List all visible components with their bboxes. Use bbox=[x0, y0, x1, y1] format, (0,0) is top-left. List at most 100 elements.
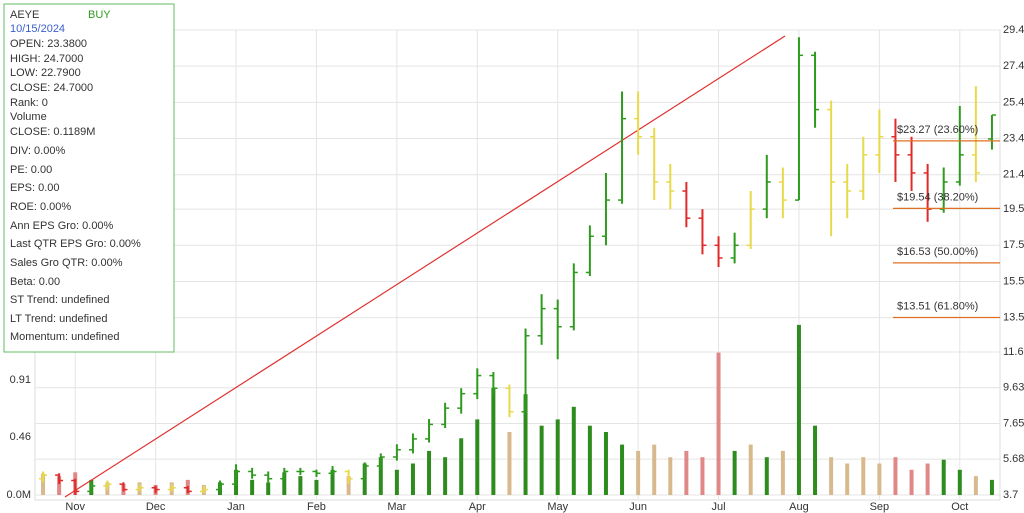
volume-bar bbox=[330, 469, 335, 495]
volume-bar bbox=[636, 450, 641, 495]
y-tick-label: 17.5 bbox=[1003, 239, 1024, 251]
x-tick-label: May bbox=[547, 501, 568, 513]
volume-bar bbox=[796, 324, 801, 495]
volume-layer bbox=[41, 324, 994, 495]
y-tick-label: 19.5 bbox=[1003, 203, 1024, 215]
y-tick-label: 11.6 bbox=[1003, 346, 1024, 358]
volume-bar bbox=[314, 479, 319, 495]
x-tick-label: Jun bbox=[629, 501, 647, 513]
axes-layer: 29.4 27.4 25.4 23.4 21.4 19.5 17.5 15.5 13.5 11.6… bbox=[7, 24, 1024, 513]
info-line: ST Trend: undefined bbox=[10, 294, 109, 306]
info-line: EPS: 0.00 bbox=[10, 182, 60, 194]
y-tick-label: 25.4 bbox=[1003, 96, 1024, 108]
info-text: AEYE BUY 10/15/2024 OPEN: 23.3800 HIGH: 24.7… bbox=[10, 9, 141, 343]
volume-bar bbox=[973, 476, 978, 495]
volume-bar bbox=[427, 450, 432, 495]
x-tick-label: Feb bbox=[307, 501, 326, 513]
info-line: LT Trend: undefined bbox=[10, 313, 107, 325]
volume-bar bbox=[684, 450, 689, 495]
info-line: Momentum: undefined bbox=[10, 331, 119, 343]
volume-bar bbox=[346, 476, 351, 495]
volume-bar bbox=[652, 444, 657, 495]
volume-bar bbox=[378, 457, 383, 495]
volume-bar bbox=[620, 444, 625, 495]
info-line: Ann EPS Gro: 0.00% bbox=[10, 220, 114, 232]
info-line: AEYE bbox=[10, 9, 39, 21]
volume-bar bbox=[780, 450, 785, 495]
fib-label: $16.53 (50.00%) bbox=[897, 246, 978, 258]
volume-bar bbox=[716, 352, 721, 495]
x-tick-label: Dec bbox=[146, 501, 166, 513]
y-tick-label: 13.5 bbox=[1003, 312, 1024, 324]
y-tick-label: 21.4 bbox=[1003, 169, 1024, 181]
y-tick-label: 7.65 bbox=[1003, 417, 1024, 429]
x-tick-label: Oct bbox=[951, 501, 968, 513]
grid bbox=[35, 29, 1000, 500]
info-line: CLOSE: 0.1189M bbox=[10, 126, 95, 138]
y-tick-label: 27.4 bbox=[1003, 60, 1024, 72]
volume-bar bbox=[603, 431, 608, 495]
info-line: BUY bbox=[88, 9, 111, 21]
fib-label: $19.54 (38.20%) bbox=[897, 191, 978, 203]
volume-bar bbox=[587, 425, 592, 495]
volume-bar bbox=[668, 457, 673, 495]
y-tick-label: 15.5 bbox=[1003, 275, 1024, 287]
y-tick-label: 5.68 bbox=[1003, 453, 1024, 465]
info-box bbox=[3, 3, 175, 353]
info-line: ROE: 0.00% bbox=[10, 201, 71, 213]
volume-bar bbox=[394, 469, 399, 495]
info-line: Beta: 0.00 bbox=[10, 276, 60, 288]
volume-bar bbox=[925, 463, 930, 495]
volume-bar bbox=[539, 425, 544, 495]
x-tick-label: Nov bbox=[65, 501, 85, 513]
plot-frame bbox=[34, 29, 1001, 501]
volume-bar bbox=[57, 476, 62, 495]
volume-tick-label: 0.0M bbox=[7, 489, 31, 501]
volume-bar bbox=[298, 476, 303, 495]
volume-bar bbox=[941, 459, 946, 495]
x-tick-label: Jan bbox=[227, 501, 245, 513]
volume-bar bbox=[491, 387, 496, 495]
volume-bar bbox=[877, 463, 882, 495]
x-tick-label: Apr bbox=[469, 501, 486, 513]
info-line: LOW: 22.7900 bbox=[10, 67, 81, 79]
volume-bar bbox=[893, 457, 898, 495]
volume-bar bbox=[571, 406, 576, 495]
info-line: Volume bbox=[10, 111, 47, 123]
info-line: Sales Gro QTR: 0.00% bbox=[10, 257, 123, 269]
info-line: DIV: 0.00% bbox=[10, 145, 65, 157]
x-tick-label: Sep bbox=[870, 501, 890, 513]
volume-bar bbox=[459, 438, 464, 495]
volume-bar bbox=[764, 457, 769, 495]
volume-bar bbox=[861, 457, 866, 495]
volume-bar bbox=[410, 463, 415, 495]
volume-tick-label: 0.46 bbox=[10, 431, 31, 443]
volume-bar bbox=[250, 479, 255, 495]
volume-bar bbox=[475, 419, 480, 495]
volume-bar bbox=[41, 473, 46, 495]
x-tick-label: Jul bbox=[712, 501, 726, 513]
volume-bar bbox=[732, 450, 737, 495]
x-tick-label: Mar bbox=[387, 501, 406, 513]
volume-bar bbox=[266, 482, 271, 495]
volume-bar bbox=[989, 479, 994, 495]
y-tick-label: 29.4 bbox=[1003, 24, 1024, 36]
fib-label: $23.27 (23.60%) bbox=[897, 124, 978, 136]
volume-bar bbox=[957, 469, 962, 495]
volume-bar bbox=[909, 469, 914, 495]
info-line: HIGH: 24.7000 bbox=[10, 53, 83, 65]
y-tick-label: 23.4 bbox=[1003, 132, 1024, 144]
trend-line bbox=[64, 35, 786, 498]
volume-tick-label: 0.91 bbox=[10, 374, 31, 386]
volume-bar bbox=[748, 444, 753, 495]
volume-bar bbox=[555, 419, 560, 495]
info-line: PE: 0.00 bbox=[10, 164, 52, 176]
fib-label: $13.51 (61.80%) bbox=[897, 300, 978, 312]
volume-bar bbox=[507, 431, 512, 495]
volume-bar bbox=[829, 457, 834, 495]
y-tick-label: 3.7 bbox=[1003, 489, 1018, 501]
info-line: 10/15/2024 bbox=[10, 23, 65, 35]
info-line: Rank: 0 bbox=[10, 97, 48, 109]
volume-bar bbox=[845, 463, 850, 495]
volume-bar bbox=[700, 457, 705, 495]
